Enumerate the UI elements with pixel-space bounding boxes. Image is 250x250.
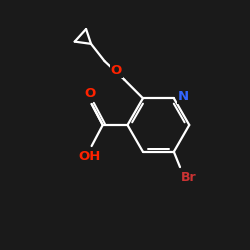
Text: N: N	[178, 90, 189, 103]
Text: OH: OH	[78, 150, 100, 163]
Text: O: O	[85, 87, 96, 100]
Text: Br: Br	[181, 171, 197, 184]
Text: O: O	[111, 64, 122, 77]
